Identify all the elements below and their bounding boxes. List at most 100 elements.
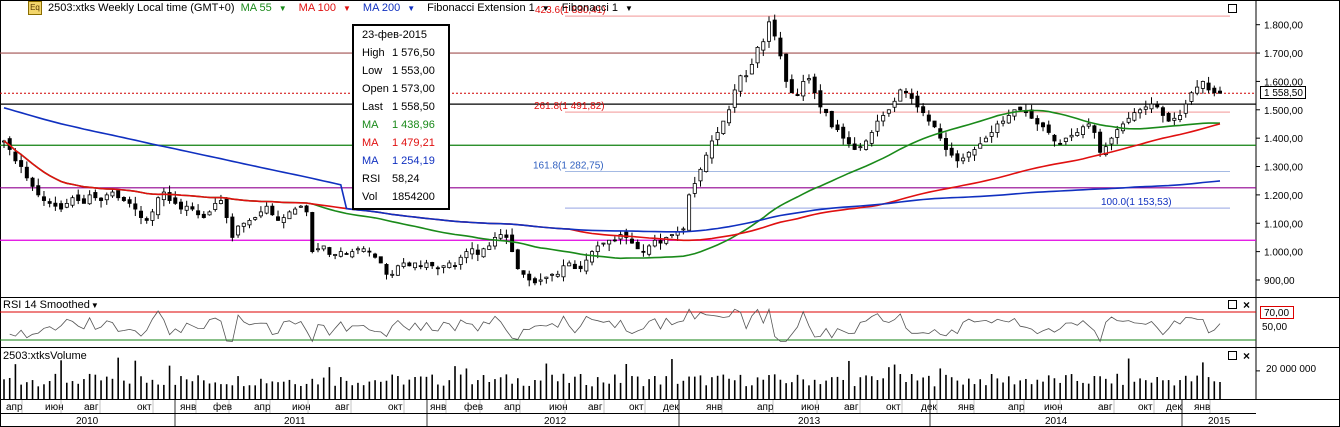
month-label: июн [45, 402, 64, 413]
candle-body [338, 251, 343, 257]
candle-body [93, 192, 98, 199]
candle-body [789, 79, 794, 94]
candle-body [390, 273, 395, 276]
tooltip-row-value: 1 438,96 [392, 119, 435, 131]
tooltip-row-value: 1 558,50 [392, 101, 435, 113]
candle-body [926, 114, 931, 122]
close-volume-panel-icon[interactable]: × [1243, 349, 1251, 363]
month-label: дек [663, 402, 679, 413]
candle-body [755, 46, 760, 64]
candle-body [829, 110, 834, 128]
candle-body [173, 197, 178, 204]
candle-body [384, 264, 389, 275]
fib-level-label: 161.8(1 282,75) [533, 160, 604, 171]
candle-body [104, 194, 109, 201]
equity-icon: Eq [28, 1, 42, 15]
ma100-label[interactable]: MA 100 ▼ [298, 2, 351, 14]
maximize-price-panel-button[interactable] [1228, 4, 1237, 13]
candle-body [949, 147, 954, 156]
tooltip-row-value: 1 479,21 [392, 137, 435, 149]
ma100-line [3, 123, 1221, 242]
candle-body [527, 273, 532, 281]
tooltip-row-label: High [362, 47, 385, 59]
candle-body [435, 267, 440, 270]
candle-body [1063, 137, 1068, 142]
candle-body [961, 157, 966, 162]
candle-body [532, 278, 537, 284]
year-label: 2011 [284, 416, 306, 427]
candle-body [481, 248, 486, 258]
rsi-line [9, 307, 1221, 343]
price-tick-label: 1.500,00 [1264, 106, 1303, 117]
candle-body [487, 245, 492, 250]
tooltip-row-value: 1 576,50 [392, 47, 435, 59]
month-label: дек [921, 402, 937, 413]
year-label: 2015 [1208, 416, 1231, 427]
rsi-panel-title[interactable]: RSI 14 Smoothed▼ [3, 299, 99, 311]
candle-body [1212, 87, 1217, 94]
candle-body [59, 203, 64, 210]
fib-level-label: 100.0(1 153,53) [1101, 197, 1172, 208]
tooltip-row: High 1 576,50 [354, 44, 448, 62]
month-label: июн [1044, 402, 1063, 413]
candle-body [133, 203, 138, 210]
year-label: 2012 [544, 416, 567, 427]
candle-body [1189, 92, 1194, 102]
candle-body [943, 138, 948, 150]
candle-body [875, 120, 880, 132]
candle-body [698, 168, 703, 182]
maximize-volume-panel-button[interactable] [1228, 351, 1237, 360]
candle-body [64, 202, 69, 208]
candle-body [909, 93, 914, 99]
candle-body [127, 199, 132, 204]
close-rsi-panel-icon[interactable]: × [1243, 298, 1251, 312]
candle-body [846, 137, 851, 145]
month-label: дек [1166, 402, 1182, 413]
tooltip-row-value: 58,24 [392, 173, 420, 185]
month-label: окт [886, 402, 901, 413]
price-tick-label: 1.700,00 [1264, 49, 1303, 60]
month-label: янв [958, 402, 974, 413]
candle-body [647, 245, 652, 255]
candle-body [812, 76, 817, 94]
candle-body [373, 253, 378, 258]
last-price-tag: 1 558,50 [1260, 86, 1306, 100]
candle-body [881, 115, 886, 122]
fib-ext-label[interactable]: Fibonacci Extension 1 ▼ [427, 2, 550, 14]
candle-body [190, 206, 195, 210]
tooltip-row-value: 1 254,19 [392, 155, 435, 167]
candle-body [201, 213, 206, 218]
tooltip-row-label: Last [362, 101, 383, 113]
ma55-label[interactable]: MA 55 ▼ [240, 2, 287, 14]
month-label: окт [388, 402, 403, 413]
candle-body [430, 262, 435, 267]
chart-header: Eq 2503:xtks Weekly Local time (GMT+0) M… [0, 0, 645, 16]
ma200-label[interactable]: MA 200 ▼ [362, 2, 416, 14]
candle-body [498, 234, 503, 239]
month-label: апр [757, 402, 774, 413]
candle-body [441, 265, 446, 268]
fib-label[interactable]: Fibonacci 1 ▼ [561, 2, 633, 14]
candle-body [1035, 118, 1040, 125]
price-tick-label: 1.800,00 [1264, 21, 1303, 32]
candle-body [510, 234, 515, 253]
candle-body [841, 126, 846, 139]
volume-panel-title[interactable]: 2503:xtksVolume [3, 350, 87, 362]
instrument-label[interactable]: 2503:xtks Weekly Local time (GMT+0) [48, 2, 235, 14]
candle-body [658, 240, 663, 244]
year-label: 2014 [1045, 416, 1068, 427]
price-tick-label: 1.400,00 [1264, 134, 1303, 145]
candle-body [538, 279, 543, 282]
candle-body [784, 53, 789, 82]
rsi-level-tag: 70,00 [1260, 306, 1294, 319]
candle-body [824, 108, 829, 114]
ma200-line [3, 107, 1221, 233]
candle-body [744, 75, 749, 78]
month-label: авг [844, 402, 859, 413]
candle-body [247, 220, 252, 226]
candle-body [521, 270, 526, 275]
candle-body [983, 137, 988, 143]
maximize-rsi-panel-button[interactable] [1228, 300, 1237, 309]
candle-body [1052, 134, 1057, 142]
